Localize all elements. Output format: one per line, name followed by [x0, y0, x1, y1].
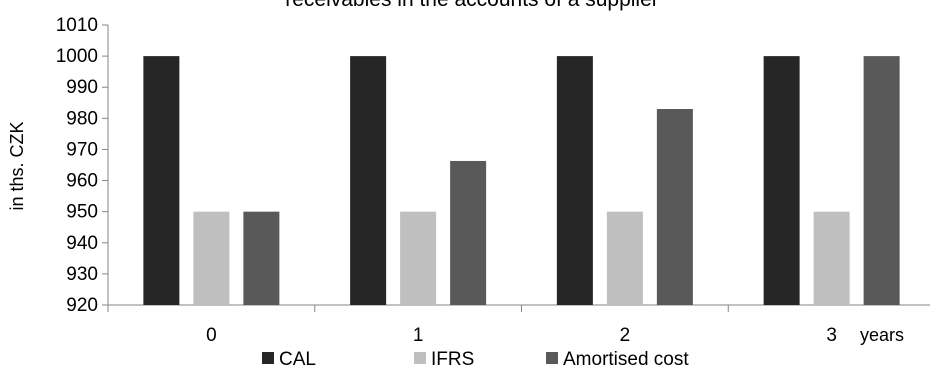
y-tick-label: 1000 — [56, 46, 98, 67]
y-tick-label: 920 — [66, 295, 98, 316]
x-tick-label: 3 — [826, 325, 837, 346]
legend-label: IFRS — [431, 349, 474, 370]
bar — [606, 211, 643, 305]
bar — [143, 56, 180, 305]
y-tick-label: 990 — [66, 77, 98, 98]
x-tick-label: 2 — [620, 325, 631, 346]
bar — [763, 56, 800, 305]
chart-title: receivables in the accounts of a supplie… — [285, 0, 659, 11]
bar — [350, 56, 387, 305]
bar — [243, 211, 280, 305]
y-tick-label: 960 — [66, 171, 98, 192]
x-axis-label: years — [860, 325, 904, 345]
bar — [556, 56, 593, 305]
x-tick-label: 1 — [413, 325, 424, 346]
y-axis: 920 930 940 950 960 970 980 990 1000 1010 — [56, 15, 109, 316]
y-tick-label: 940 — [66, 233, 98, 254]
legend: CAL IFRS Amortised cost — [262, 349, 689, 370]
y-tick-label: 970 — [66, 139, 98, 160]
y-tick-label: 980 — [66, 108, 98, 129]
legend-label: CAL — [279, 349, 316, 370]
y-tick-label: 930 — [66, 264, 98, 285]
legend-swatch — [546, 352, 558, 364]
x-axis: 0 1 2 3 — [107, 304, 930, 346]
bar — [656, 109, 693, 305]
bar — [193, 211, 230, 305]
legend-label: Amortised cost — [563, 349, 689, 370]
y-axis-label: in ths. CZK — [7, 121, 27, 210]
legend-swatch — [262, 352, 274, 364]
bar — [813, 211, 850, 305]
x-tick-label: 0 — [206, 325, 217, 346]
bar — [863, 56, 900, 305]
bar — [400, 211, 437, 305]
bars — [143, 56, 900, 305]
legend-swatch — [414, 352, 426, 364]
y-tick-label: 1010 — [56, 15, 98, 36]
y-tick-label: 950 — [66, 202, 98, 223]
bar — [450, 160, 487, 305]
